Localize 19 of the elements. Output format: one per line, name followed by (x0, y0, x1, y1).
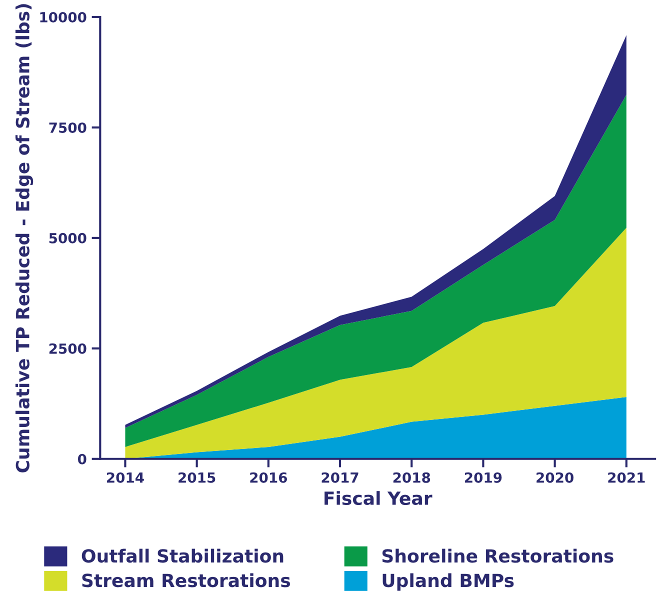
y-tick-label: 2500 (49, 343, 86, 354)
x-axis-title: Fiscal Year (324, 491, 432, 506)
y-tick-label: 7500 (49, 122, 86, 133)
x-tick-label: 2020 (536, 472, 574, 483)
y-tick-label: 10000 (40, 12, 86, 22)
x-tick-label: 2014 (107, 472, 144, 483)
x-tick-label: 2017 (322, 472, 358, 483)
x-tick-label: 2016 (250, 472, 288, 483)
legend-label: Shoreline Restorations (382, 548, 614, 563)
legend-label: Stream Restorations (82, 573, 290, 588)
x-tick-label: 2018 (393, 472, 430, 483)
x-tick-label: 2015 (178, 472, 216, 483)
x-tick-label: 2019 (464, 472, 502, 483)
y-axis-title: Cumulative TP Reduced - Edge of Stream (lbs) (15, 4, 34, 472)
legend-label: Upland BMPs (382, 573, 514, 591)
y-tick-label: 5000 (49, 232, 86, 244)
x-tick-label: 2021 (608, 472, 645, 483)
legend-label: Outfall Stabilization (82, 548, 284, 563)
y-tick-label: 0 (78, 454, 86, 464)
